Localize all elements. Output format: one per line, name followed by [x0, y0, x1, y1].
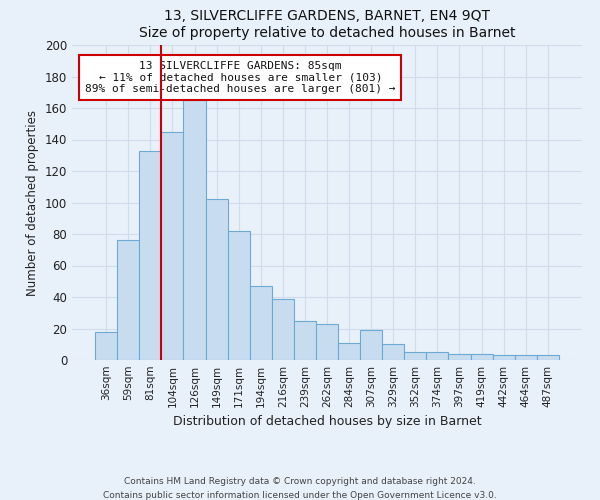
Bar: [360, 330, 382, 360]
Bar: [470, 354, 493, 360]
Y-axis label: Number of detached properties: Number of detached properties: [26, 110, 39, 296]
Bar: [404, 352, 427, 360]
Bar: [515, 356, 537, 360]
Bar: [227, 231, 250, 360]
Bar: [493, 356, 515, 360]
Bar: [294, 320, 316, 360]
Bar: [95, 332, 117, 360]
Bar: [537, 356, 559, 360]
Bar: [382, 344, 404, 360]
Bar: [448, 354, 470, 360]
X-axis label: Distribution of detached houses by size in Barnet: Distribution of detached houses by size …: [173, 416, 481, 428]
Bar: [206, 200, 227, 360]
Bar: [316, 324, 338, 360]
Bar: [427, 352, 448, 360]
Text: Contains HM Land Registry data © Crown copyright and database right 2024.
Contai: Contains HM Land Registry data © Crown c…: [103, 478, 497, 500]
Bar: [272, 298, 294, 360]
Bar: [250, 286, 272, 360]
Bar: [139, 150, 161, 360]
Text: 13 SILVERCLIFFE GARDENS: 85sqm
← 11% of detached houses are smaller (103)
89% of: 13 SILVERCLIFFE GARDENS: 85sqm ← 11% of …: [85, 60, 395, 94]
Bar: [184, 100, 206, 360]
Bar: [161, 132, 184, 360]
Bar: [338, 342, 360, 360]
Title: 13, SILVERCLIFFE GARDENS, BARNET, EN4 9QT
Size of property relative to detached : 13, SILVERCLIFFE GARDENS, BARNET, EN4 9Q…: [139, 10, 515, 40]
Bar: [117, 240, 139, 360]
